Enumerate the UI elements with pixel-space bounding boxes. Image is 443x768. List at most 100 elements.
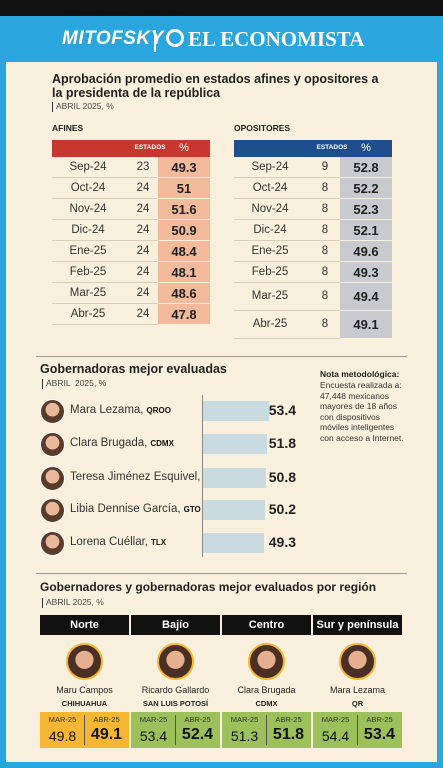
row-line bbox=[52, 240, 158, 241]
month-cell: Feb-25 bbox=[69, 265, 107, 278]
score-value: 53.4 bbox=[363, 726, 396, 743]
percent-cell: 49.1 bbox=[353, 317, 379, 332]
value-cell bbox=[158, 241, 210, 262]
row-line bbox=[52, 282, 158, 283]
governor-label: Clara Brugada, CDMX bbox=[70, 437, 174, 449]
avatar bbox=[40, 399, 65, 424]
row-line bbox=[52, 324, 158, 325]
month-cell: Sep-24 bbox=[251, 160, 289, 173]
row-line bbox=[234, 261, 340, 262]
value-cell bbox=[340, 157, 392, 178]
bar bbox=[203, 500, 266, 520]
value-cell bbox=[158, 157, 210, 178]
percent-cell: 49.3 bbox=[353, 264, 379, 280]
percent-cell: 51.6 bbox=[171, 201, 197, 217]
header-band bbox=[6, 16, 437, 62]
subtitle-bar bbox=[52, 102, 53, 112]
score-value: 53.4 bbox=[139, 728, 168, 744]
person-state: QR bbox=[351, 699, 364, 708]
bar bbox=[203, 401, 269, 421]
count-cell: 24 bbox=[136, 244, 150, 257]
header-cell: ESTADOS bbox=[134, 144, 166, 151]
section-title: Gobernadoras mejor evaluadas bbox=[40, 362, 227, 376]
month-cell: Ene-25 bbox=[251, 244, 289, 257]
value-cell bbox=[158, 262, 210, 283]
count-cell: 24 bbox=[136, 286, 150, 299]
bar bbox=[203, 533, 264, 553]
photo bbox=[157, 643, 194, 680]
header-cell: % bbox=[361, 142, 371, 154]
percent-cell: 52.8 bbox=[353, 159, 379, 175]
count-cell: 8 bbox=[321, 181, 329, 194]
row-line bbox=[234, 219, 340, 220]
percent-cell: 52.3 bbox=[353, 201, 379, 217]
value-cell bbox=[340, 220, 392, 241]
period-label: ABR-25 bbox=[275, 715, 302, 724]
value-cell bbox=[158, 220, 210, 241]
period-label: MAR-25 bbox=[321, 715, 350, 724]
subtitle: ABRIL 2025, % bbox=[46, 378, 107, 388]
logo-mark bbox=[166, 29, 184, 47]
score-value: 54.4 bbox=[321, 728, 350, 744]
score-divider bbox=[266, 715, 267, 745]
bar-value: 53.4 bbox=[268, 402, 296, 418]
percent-cell: 48.6 bbox=[171, 285, 197, 301]
value-cell bbox=[158, 304, 210, 325]
row-line bbox=[52, 177, 158, 178]
month-cell: Sep-24 bbox=[69, 160, 107, 173]
avatar bbox=[40, 498, 65, 523]
period-label: ABR-25 bbox=[366, 715, 393, 724]
month-cell: Nov-24 bbox=[69, 202, 107, 215]
percent-cell: 49.4 bbox=[353, 289, 379, 304]
period-label: MAR-25 bbox=[139, 715, 168, 724]
score-divider bbox=[84, 715, 85, 745]
month-cell: Abr-25 bbox=[70, 307, 106, 320]
subtitle: ABRIL 2025, % bbox=[46, 597, 104, 607]
divider bbox=[36, 356, 407, 357]
month-cell: Mar-25 bbox=[69, 286, 107, 299]
table-header bbox=[234, 140, 392, 157]
person-name: Mara Lezama bbox=[329, 685, 386, 695]
photo bbox=[248, 643, 285, 680]
score-value: 52.4 bbox=[181, 726, 214, 743]
period-label: ABR-25 bbox=[184, 715, 211, 724]
value-cell bbox=[158, 283, 210, 304]
person-name: Ricardo Gallardo bbox=[141, 685, 210, 695]
governor-state: TLX bbox=[151, 538, 167, 547]
divider bbox=[36, 573, 407, 574]
row-line bbox=[234, 240, 340, 241]
period-label: ABR-25 bbox=[93, 715, 120, 724]
month-cell: Ene-25 bbox=[69, 244, 107, 257]
photo bbox=[66, 643, 103, 680]
month-cell: Mar-25 bbox=[251, 290, 289, 302]
month-cell: Abr-25 bbox=[252, 318, 288, 330]
region-header: Centro bbox=[222, 615, 311, 635]
count-cell: 24 bbox=[136, 223, 150, 236]
photo bbox=[339, 643, 376, 680]
percent-cell: 48.1 bbox=[171, 264, 197, 280]
governor-name: Teresa Jiménez Esquivel, bbox=[70, 471, 201, 483]
section-title: Gobernadores y gobernadoras mejor evalua… bbox=[40, 580, 377, 594]
governor-label: Teresa Jiménez Esquivel,AGS bbox=[70, 471, 221, 483]
count-cell: 9 bbox=[321, 160, 329, 173]
month-cell: Dic-24 bbox=[253, 223, 287, 236]
row-line bbox=[52, 198, 158, 199]
percent-cell: 50.9 bbox=[171, 222, 197, 238]
bar-value: 50.2 bbox=[268, 501, 296, 517]
logo-right: EL ECONOMISTA bbox=[188, 27, 365, 51]
score-divider bbox=[175, 715, 176, 745]
person-state: CHIHUAHUA bbox=[61, 699, 108, 708]
count-cell: 24 bbox=[136, 307, 150, 320]
month-cell: Dic-24 bbox=[71, 223, 105, 236]
value-cell bbox=[158, 178, 210, 199]
row-line bbox=[234, 282, 340, 283]
governor-label: Lorena Cuéllar, TLX bbox=[70, 536, 166, 548]
score-value: 51.8 bbox=[272, 726, 305, 743]
governor-name: Mara Lezama, bbox=[70, 404, 144, 416]
frame bbox=[0, 16, 443, 768]
table-header bbox=[52, 140, 210, 157]
governor-name: Clara Brugada, bbox=[70, 437, 148, 449]
row-line bbox=[234, 177, 340, 178]
row-line bbox=[234, 338, 340, 339]
avatar bbox=[40, 432, 65, 457]
